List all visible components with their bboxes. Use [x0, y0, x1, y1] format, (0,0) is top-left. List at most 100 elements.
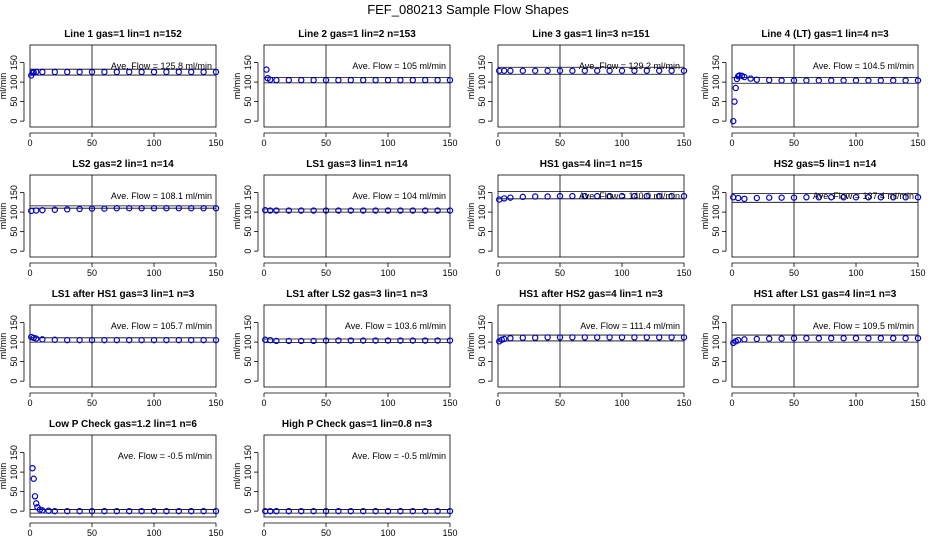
data-point [150, 507, 158, 515]
x-tick-label: 100 [848, 268, 863, 278]
data-point [51, 68, 59, 76]
data-point [322, 507, 330, 515]
data-point [422, 76, 429, 84]
y-tick-label: 150 [477, 55, 487, 70]
data-point [298, 207, 305, 214]
flow-panel: LS1 after HS1 gas=3 lin=1 n=3 0 50 100 150 0 5… [0, 289, 224, 408]
data-point [76, 68, 83, 76]
data-point [631, 334, 638, 341]
x-tick-label: 0 [27, 138, 32, 148]
x-tick-label: 50 [321, 268, 331, 278]
data-point [409, 207, 416, 214]
x-tick-label: 0 [729, 398, 734, 408]
x-tick-label: 100 [146, 268, 161, 278]
data-point [101, 68, 108, 76]
x-tick-label: 150 [910, 138, 925, 148]
data-point [138, 507, 145, 515]
y-tick-label: 100 [477, 75, 487, 90]
panel-title: Low P Check gas=1.2 lin=1 n=6 [49, 419, 197, 430]
data-point [372, 76, 379, 84]
data-point [347, 507, 354, 515]
data-point [30, 69, 37, 76]
y-tick-label: 150 [477, 185, 487, 200]
plot-frame [497, 304, 685, 388]
y-tick-label: 100 [243, 205, 253, 220]
data-point [187, 204, 195, 212]
y-axis-label: ml/min [0, 73, 8, 100]
x-tick-label: 150 [676, 138, 691, 148]
data-point [422, 337, 429, 344]
data-point [569, 67, 576, 74]
data-point [902, 77, 909, 84]
data-point [298, 337, 305, 345]
data-point [267, 336, 274, 344]
data-point [852, 77, 860, 84]
data-point [200, 68, 207, 76]
x-tick-label: 0 [261, 398, 266, 408]
x-tick-label: 50 [87, 138, 97, 148]
x-tick-label: 0 [27, 528, 32, 538]
data-point [643, 334, 651, 341]
x-tick-label: 100 [146, 138, 161, 148]
data-point [113, 68, 121, 76]
data-point [200, 507, 207, 515]
data-point [877, 194, 885, 201]
data-point [76, 336, 83, 344]
plot-frame [497, 174, 685, 258]
y-tick-label: 150 [243, 315, 253, 330]
data-point [310, 76, 317, 84]
data-point [212, 336, 220, 344]
data-point [532, 334, 539, 341]
data-point [125, 204, 133, 212]
y-tick-label: 150 [711, 55, 721, 70]
panel-title: Line 1 gas=1 lin=1 n=152 [64, 29, 182, 40]
data-point [360, 76, 367, 84]
data-point [840, 334, 847, 342]
data-point [310, 337, 317, 345]
data-point [803, 334, 810, 342]
x-tick-label: 50 [87, 268, 97, 278]
y-tick-label: 150 [9, 55, 19, 70]
data-point [360, 337, 367, 344]
y-tick-label: 50 [243, 487, 253, 497]
data-point [322, 76, 330, 84]
data-point [544, 334, 551, 341]
data-point [501, 195, 508, 202]
y-tick-label: 50 [711, 97, 721, 107]
plot-frame [263, 304, 451, 388]
y-tick-label: 50 [9, 487, 19, 497]
data-point [815, 77, 823, 84]
average-flow-annotation: Ave. Flow = 105.7 ml/min [111, 321, 212, 331]
y-tick-label: 100 [9, 335, 19, 350]
data-point [113, 336, 121, 344]
x-tick-label: 100 [380, 528, 395, 538]
y-tick-label: 150 [711, 185, 721, 200]
panel-title: LS1 after LS2 gas=3 lin=1 n=3 [286, 289, 428, 300]
average-flow-annotation: Ave. Flow = 103.6 ml/min [345, 321, 446, 331]
data-point [360, 207, 367, 214]
y-axis-label: ml/min [0, 463, 8, 490]
data-point [877, 77, 885, 84]
data-point [735, 336, 742, 344]
data-point [618, 67, 626, 74]
data-point [101, 507, 108, 515]
data-point [643, 192, 651, 200]
y-axis-label: ml/min [466, 73, 476, 100]
data-point [163, 68, 170, 76]
data-point [914, 334, 922, 342]
data-point [753, 194, 761, 202]
data-point [63, 206, 71, 213]
data-point [372, 337, 379, 344]
data-point [790, 194, 798, 201]
data-point [101, 336, 108, 344]
plot-frame [731, 44, 919, 128]
data-point [347, 207, 354, 214]
flow-panel: Line 4 (LT) gas=1 lin=4 n=3 0 50 100 150 0 50 1… [700, 29, 926, 148]
data-point [501, 335, 508, 343]
data-point [680, 67, 688, 74]
flow-panel: Line 2 gas=1 lin=2 n=153 0 50 100 150 0 50 100 1… [232, 29, 458, 148]
y-tick-label: 0 [711, 249, 721, 254]
y-tick-label: 0 [243, 249, 253, 254]
data-point [51, 336, 59, 343]
